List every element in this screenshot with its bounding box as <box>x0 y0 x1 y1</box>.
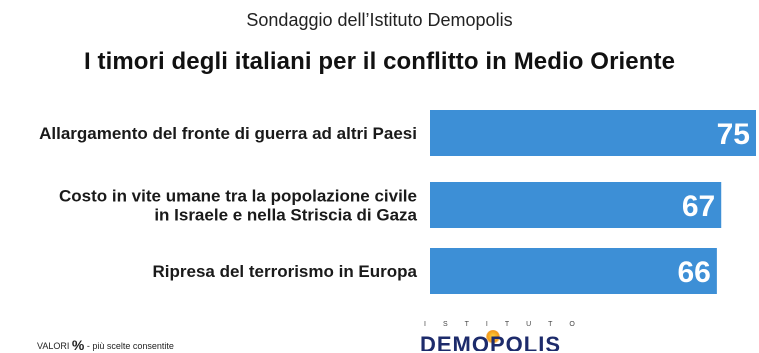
bar-1 <box>430 110 756 156</box>
values-footnote: VALORI % - più scelte consentite <box>37 337 174 353</box>
bar-value-label-2: 67 <box>682 190 715 223</box>
footnote-suffix: - più scelte consentite <box>86 341 174 351</box>
demopolis-logo: ISTITUTO DEMOPOLIS <box>420 320 630 351</box>
footnote-prefix: VALORI <box>37 341 70 351</box>
bar-value-label-1: 75 <box>717 118 750 151</box>
category-label-2-line-2: in Israele e nella Striscia di Gaza <box>154 206 417 225</box>
chart-title: I timori degli italiani per il conflitto… <box>83 48 676 75</box>
category-label-3: Ripresa del terrorismo in Europa <box>152 262 417 281</box>
category-label-2-line-1: Costo in vite umane tra la popolazione c… <box>59 187 417 206</box>
bar-2 <box>430 182 722 228</box>
logo-name: DEMOPOLIS <box>420 332 562 351</box>
logo-kicker: ISTITUTO <box>424 321 592 328</box>
bar-3 <box>430 248 717 294</box>
logo-sun-icon <box>486 330 500 344</box>
chart-subtitle: Sondaggio dell’Istituto Demopolis <box>246 10 513 30</box>
bar-value-label-3: 66 <box>678 256 711 289</box>
category-label-1: Allargamento del fronte di guerra ad alt… <box>39 124 417 143</box>
footnote-percent-symbol: % <box>71 337 85 353</box>
